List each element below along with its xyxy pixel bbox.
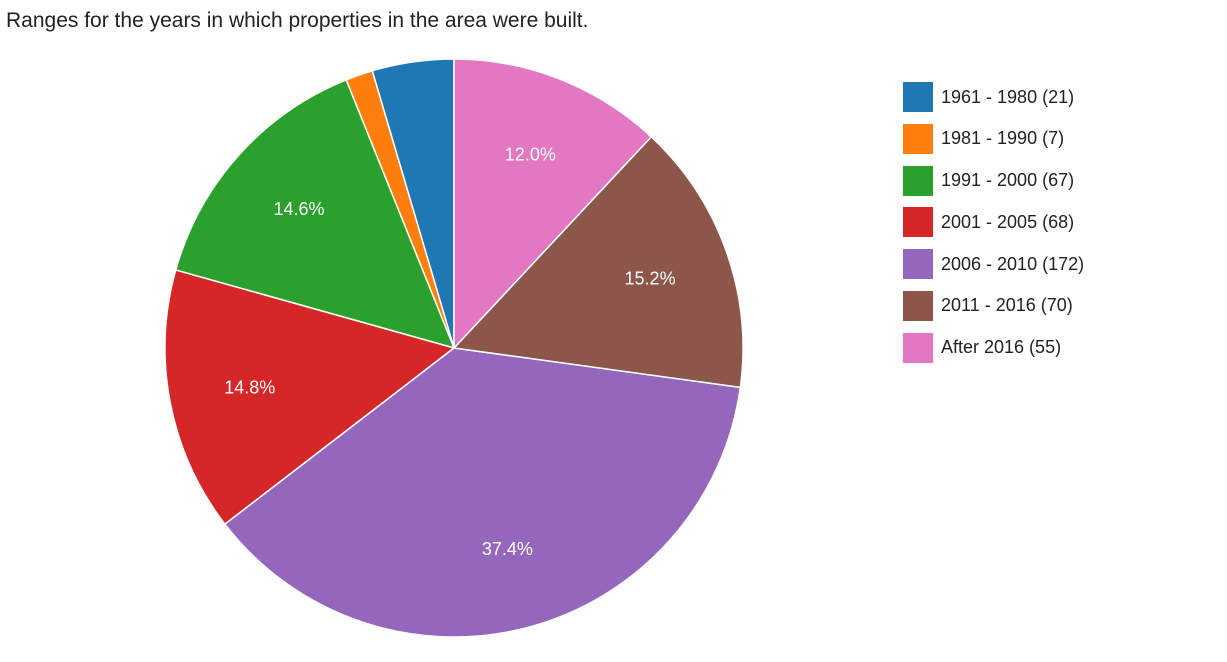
pie-slice-1991-2000[interactable] <box>174 78 456 350</box>
pie-slice-labels: 14.6% 14.8% 37.4% 15.2% 12.0% <box>224 144 675 559</box>
pie-slice-2011-2016[interactable] <box>452 135 744 389</box>
pie-slice-2006-2010[interactable] <box>223 347 742 638</box>
legend-item[interactable]: 1961 - 1980 (21) <box>903 82 1084 112</box>
legend-label: After 2016 (55) <box>941 337 1062 358</box>
legend-label: 1961 - 1980 (21) <box>941 86 1075 107</box>
legend-swatch <box>903 123 933 154</box>
legend-swatch <box>903 332 933 363</box>
legend-swatch <box>903 290 933 321</box>
legend-label: 2001 - 2005 (68) <box>941 211 1075 232</box>
legend-swatch <box>903 165 933 196</box>
pie-chart: 14.6% 14.8% 37.4% 15.2% 12.0% <box>164 58 744 638</box>
legend-swatch <box>903 82 933 112</box>
legend-label: 1991 - 2000 (67) <box>941 170 1075 191</box>
legend-item[interactable]: 2006 - 2010 (172) <box>903 249 1085 280</box>
slice-percent-label: 15.2% <box>625 268 676 288</box>
legend-item[interactable]: 1991 - 2000 (67) <box>903 165 1084 196</box>
legend-item[interactable]: 2011 - 2016 (70) <box>903 290 1084 321</box>
legend: 1961 - 1980 (21) 1981 - 1990 (7) 1991 - 20… <box>903 82 1084 375</box>
legend-label: 2006 - 2010 (172) <box>941 253 1085 274</box>
pie-slice-after-2016[interactable] <box>453 58 653 350</box>
slice-percent-label: 14.6% <box>274 199 325 219</box>
slice-percent-label: 12.0% <box>505 144 556 164</box>
pie-slices <box>164 58 744 638</box>
slice-percent-label: 14.8% <box>224 378 275 398</box>
legend-item[interactable]: After 2016 (55) <box>903 332 1084 363</box>
pie-slice-2001-2005[interactable] <box>164 269 456 526</box>
legend-item[interactable]: 2001 - 2005 (68) <box>903 207 1084 238</box>
slice-percent-label: 37.4% <box>482 539 533 559</box>
chart-title: Ranges for the years in which properties… <box>6 9 589 32</box>
legend-label: 1981 - 1990 (7) <box>941 128 1065 149</box>
legend-item[interactable]: 1981 - 1990 (7) <box>903 123 1084 154</box>
legend-swatch <box>903 207 933 238</box>
legend-label: 2011 - 2016 (70) <box>941 295 1073 316</box>
legend-swatch <box>903 249 933 280</box>
